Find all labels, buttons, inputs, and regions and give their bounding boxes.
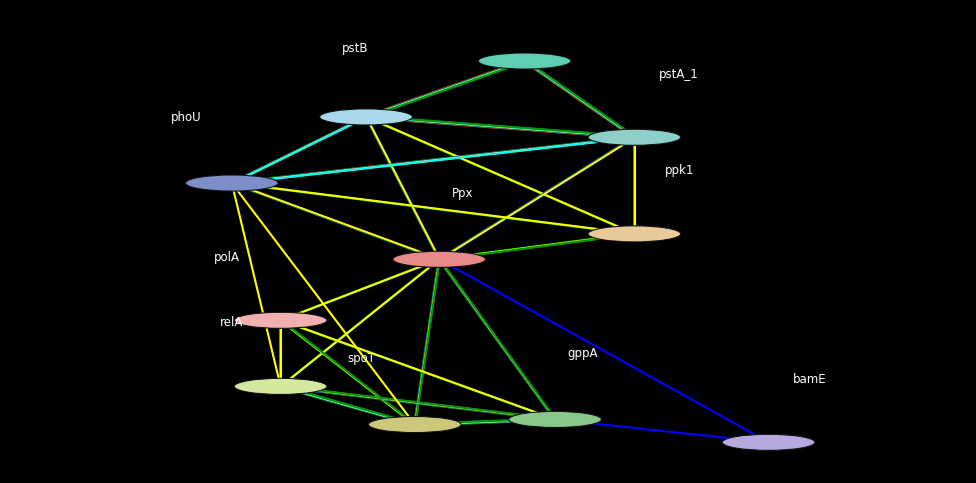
Text: gppA: gppA — [567, 347, 598, 360]
Text: ppk1: ppk1 — [665, 164, 694, 177]
Ellipse shape — [478, 53, 571, 69]
Ellipse shape — [508, 412, 601, 427]
Text: pstA_1: pstA_1 — [659, 68, 699, 81]
Ellipse shape — [588, 226, 681, 242]
Ellipse shape — [185, 175, 278, 191]
Text: spoT: spoT — [347, 353, 376, 366]
Text: Ppx: Ppx — [452, 187, 473, 200]
Text: relA: relA — [220, 316, 243, 329]
Ellipse shape — [588, 129, 681, 145]
Ellipse shape — [393, 251, 486, 268]
Ellipse shape — [320, 109, 413, 125]
Ellipse shape — [368, 416, 461, 433]
Ellipse shape — [234, 378, 327, 395]
Text: phoU: phoU — [171, 111, 201, 124]
Text: polA: polA — [214, 251, 239, 264]
Ellipse shape — [722, 434, 815, 450]
Text: pstB: pstB — [342, 43, 368, 56]
Text: bamE: bamE — [793, 373, 827, 386]
Ellipse shape — [234, 312, 327, 328]
